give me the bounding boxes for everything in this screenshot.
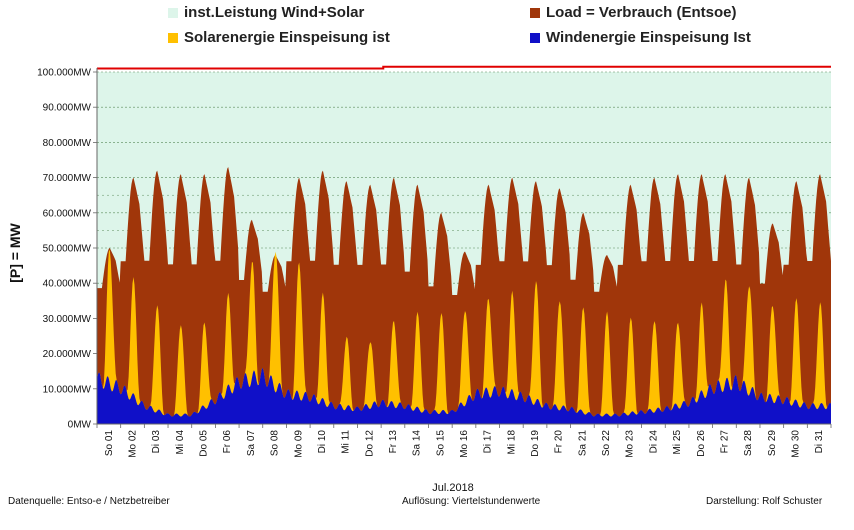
x-tick-labels: So 01 Mo 02 Di 03 Mi 04 Do 05 Fr 06 Sa 07 So 08… — [104, 430, 825, 458]
solar-area — [97, 249, 831, 424]
x-tick-label: Fr 13 — [388, 430, 399, 454]
x-tick-label: So 29 — [767, 430, 778, 457]
y-tick-label: 80.000MW — [43, 138, 92, 149]
legend-solar-label: Solarenergie Einspeisung ist — [184, 29, 390, 46]
legend-load-swatch — [530, 7, 540, 18]
y-tick-label: 40.000MW — [43, 279, 92, 290]
legend-solar: Solarenergie Einspeisung ist — [168, 29, 390, 46]
legend-wind-swatch — [530, 32, 540, 43]
x-tick-label: Sa 21 — [577, 430, 588, 457]
y-axis-label: [P] = MW — [7, 222, 23, 282]
x-axis-label: Jul.2018 — [432, 482, 474, 494]
axes — [96, 68, 832, 428]
x-tick-label: Sa 28 — [743, 430, 754, 457]
wind-area — [97, 367, 831, 424]
x-tick-label: Do 26 — [696, 430, 707, 457]
legend-wind: Windenergie Einspeisung Ist — [530, 29, 751, 46]
x-tick-label: So 08 — [270, 430, 281, 457]
x-tick-label: Fr 06 — [222, 430, 233, 454]
y-tick-label: 90.000MW — [43, 103, 92, 114]
legend-capacity-swatch — [168, 7, 178, 18]
legend-capacity: inst.Leistung Wind+Solar — [168, 4, 364, 21]
x-tick-label: Sa 07 — [246, 430, 257, 457]
x-tick-label: So 15 — [435, 430, 446, 457]
x-tick-label: Mo 02 — [128, 430, 139, 458]
x-tick-label: Fr 27 — [720, 430, 731, 454]
footer-author: Darstellung: Rolf Schuster — [706, 496, 823, 507]
x-tick-label: Mo 30 — [791, 430, 802, 458]
y-tick-labels: 0MW 10.000MW 20.000MW 30.000MW 40.000MW 50.00… — [37, 68, 97, 431]
x-tick-label: Di 10 — [317, 430, 328, 454]
y-tick-label: 60.000MW — [43, 208, 92, 219]
x-tick-label: Sa 14 — [412, 430, 423, 457]
x-tick-label: Mo 16 — [459, 430, 470, 458]
x-tick-label: Mo 09 — [293, 430, 304, 458]
legend-load-label: Load = Verbrauch (Entsoe) — [546, 4, 737, 21]
legend-wind-label: Windenergie Einspeisung Ist — [546, 29, 751, 46]
footer-resolution: Auflösung: Viertelstundenwerte — [402, 496, 541, 507]
x-tick-label: Di 24 — [648, 430, 659, 454]
y-tick-label: 20.000MW — [43, 349, 92, 360]
x-tick-label: Mi 25 — [672, 430, 683, 455]
legend-load: Load = Verbrauch (Entsoe) — [530, 4, 736, 21]
x-tick-label: Do 19 — [530, 430, 541, 457]
x-tick-label: Do 05 — [199, 430, 210, 457]
y-tick-label: 70.000MW — [43, 173, 92, 184]
y-tick-label: 0MW — [68, 420, 92, 431]
footer-source: Datenquelle: Entso-e / Netzbetreiber — [8, 496, 170, 507]
x-tick-label: Di 03 — [151, 430, 162, 454]
x-tick-label: Do 12 — [364, 430, 375, 457]
legend-capacity-label: inst.Leistung Wind+Solar — [184, 4, 365, 21]
x-tick-label: Mi 18 — [506, 430, 517, 455]
y-tick-label: 30.000MW — [43, 314, 92, 325]
capacity-line — [97, 65, 831, 70]
x-tick-label: Mi 04 — [175, 430, 186, 455]
x-tick-label: So 01 — [104, 430, 115, 457]
legend-solar-swatch — [168, 32, 178, 43]
area-series — [97, 65, 831, 424]
x-tick-label: Mo 23 — [625, 430, 636, 458]
x-tick-label: So 22 — [601, 430, 612, 457]
y-tick-label: 10.000MW — [43, 384, 92, 395]
y-tick-label: 100.000MW — [37, 68, 91, 79]
x-tick-label: Di 31 — [814, 430, 825, 454]
x-tick-label: Di 17 — [483, 430, 494, 454]
y-tick-label: 50.000MW — [43, 244, 92, 255]
x-tick-label: Fr 20 — [554, 430, 565, 454]
x-tick-label: Mi 11 — [341, 430, 352, 454]
